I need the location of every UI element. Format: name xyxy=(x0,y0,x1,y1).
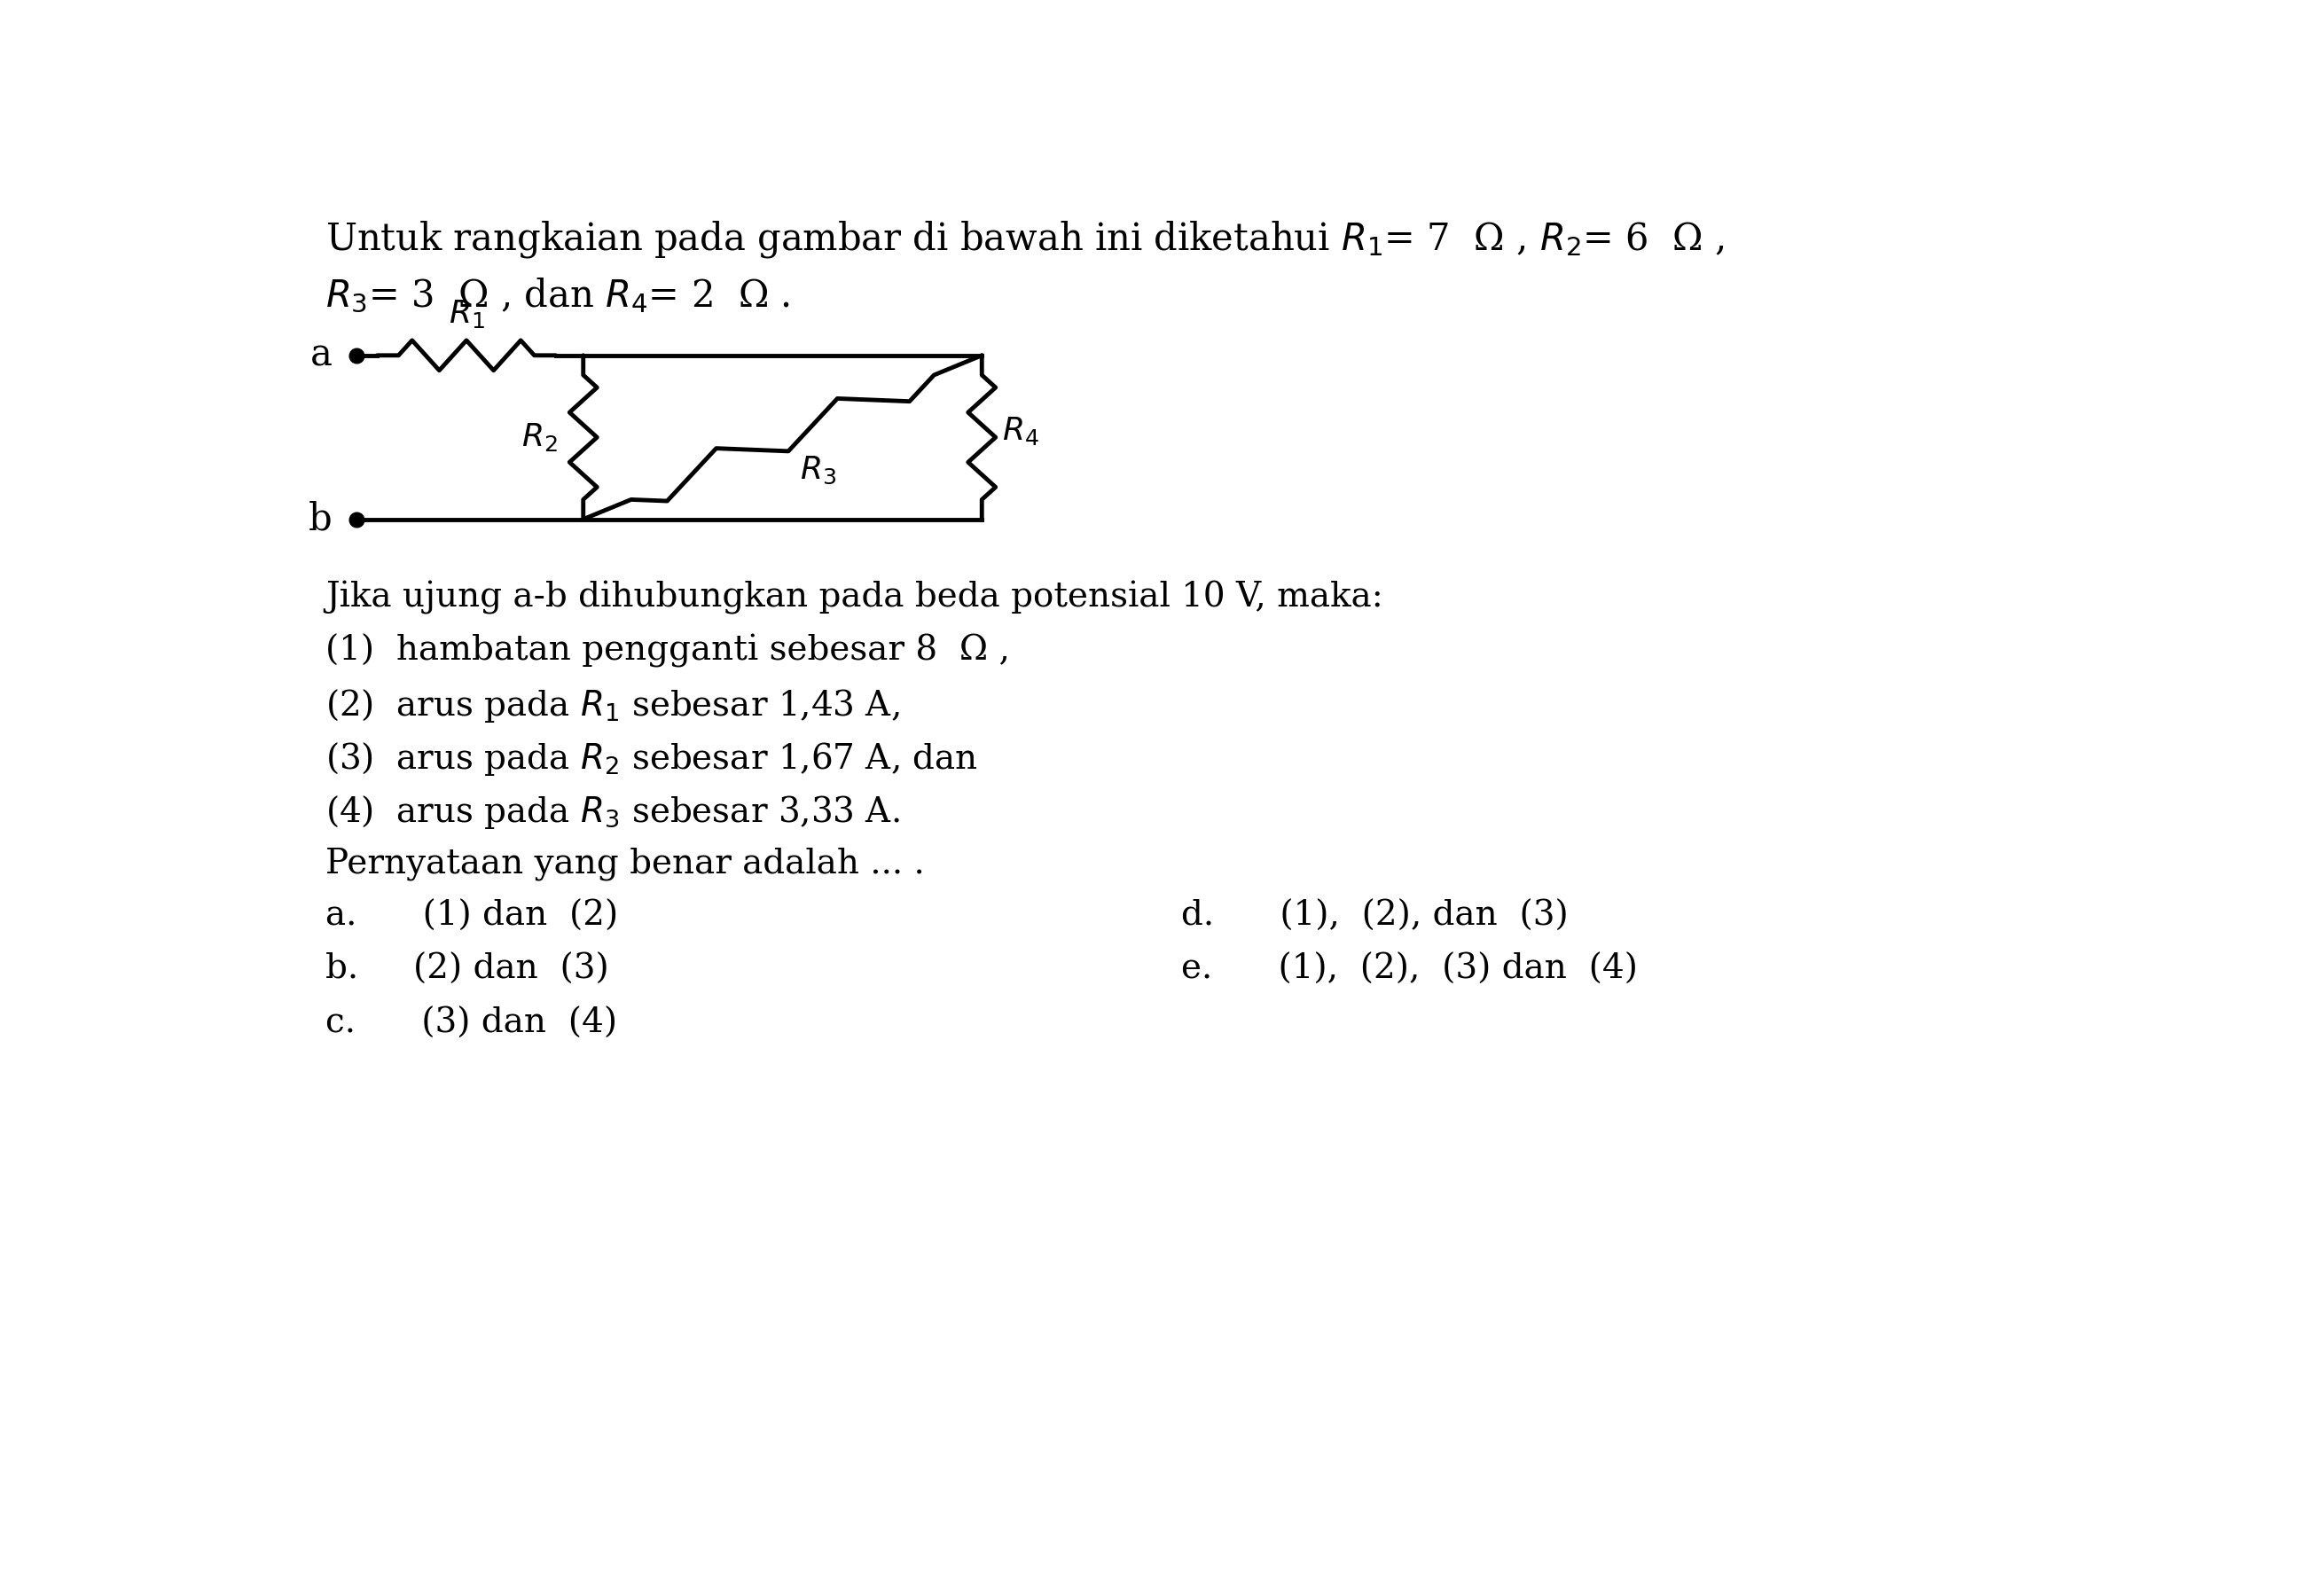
Text: Untuk rangkaian pada gambar di bawah ini diketahui $R_1$= 7  Ω , $R_2$= 6  Ω ,: Untuk rangkaian pada gambar di bawah ini… xyxy=(325,219,1724,260)
Text: Jika ujung a-b dihubungkan pada beda potensial 10 V, maka:: Jika ujung a-b dihubungkan pada beda pot… xyxy=(325,581,1384,614)
Text: b: b xyxy=(308,501,331,538)
Text: d.      (1),  (2), dan  (3): d. (1), (2), dan (3) xyxy=(1181,900,1568,934)
Text: (1)  hambatan pengganti sebesar 8  Ω ,: (1) hambatan pengganti sebesar 8 Ω , xyxy=(325,634,1011,669)
Text: $R_4$: $R_4$ xyxy=(1001,415,1041,447)
Text: e.      (1),  (2),  (3) dan  (4): e. (1), (2), (3) dan (4) xyxy=(1181,953,1637,986)
Text: (2)  arus pada $R_1$ sebesar 1,43 A,: (2) arus pada $R_1$ sebesar 1,43 A, xyxy=(325,688,900,725)
Text: $R_3$= 3  Ω , dan $R_4$= 2  Ω .: $R_3$= 3 Ω , dan $R_4$= 2 Ω . xyxy=(325,276,790,314)
Text: (3)  arus pada $R_2$ sebesar 1,67 A, dan: (3) arus pada $R_2$ sebesar 1,67 A, dan xyxy=(325,741,978,777)
Text: Pernyataan yang benar adalah ... .: Pernyataan yang benar adalah ... . xyxy=(325,847,925,881)
Text: a.      (1) dan  (2): a. (1) dan (2) xyxy=(325,900,619,934)
Text: a: a xyxy=(311,337,331,373)
Text: $R_3$: $R_3$ xyxy=(799,455,836,485)
Text: $R_2$: $R_2$ xyxy=(520,421,557,453)
Text: c.      (3) dan  (4): c. (3) dan (4) xyxy=(325,1007,617,1039)
Text: $R_1$: $R_1$ xyxy=(449,297,483,329)
Text: (4)  arus pada $R_3$ sebesar 3,33 A.: (4) arus pada $R_3$ sebesar 3,33 A. xyxy=(325,793,900,832)
Text: b.     (2) dan  (3): b. (2) dan (3) xyxy=(325,953,610,986)
